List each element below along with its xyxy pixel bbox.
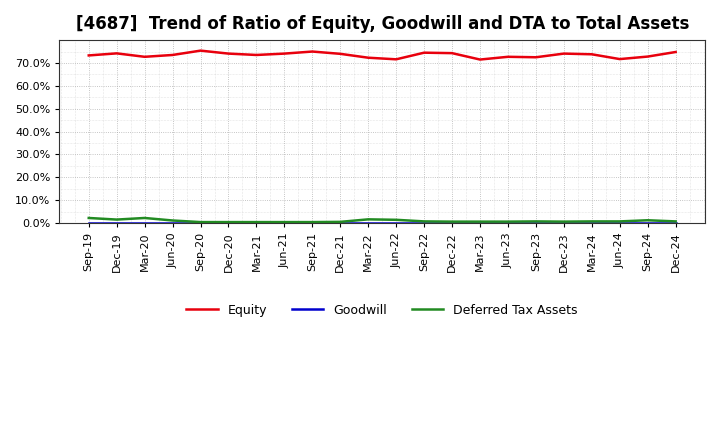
Goodwill: [448, 220, 456, 226]
Equity: [252, 52, 261, 58]
Equity: [616, 56, 624, 62]
Goodwill: [671, 220, 680, 226]
Deferred Tax Assets: [531, 219, 540, 224]
Goodwill: [168, 220, 177, 226]
Goodwill: [364, 220, 372, 226]
Goodwill: [616, 220, 624, 226]
Equity: [448, 51, 456, 56]
Equity: [112, 51, 121, 56]
Title: [4687]  Trend of Ratio of Equity, Goodwill and DTA to Total Assets: [4687] Trend of Ratio of Equity, Goodwil…: [76, 15, 689, 33]
Equity: [588, 51, 596, 57]
Deferred Tax Assets: [252, 220, 261, 225]
Line: Deferred Tax Assets: Deferred Tax Assets: [89, 218, 675, 222]
Deferred Tax Assets: [559, 219, 568, 224]
Equity: [531, 55, 540, 60]
Deferred Tax Assets: [644, 218, 652, 223]
Equity: [308, 49, 317, 54]
Legend: Equity, Goodwill, Deferred Tax Assets: Equity, Goodwill, Deferred Tax Assets: [181, 299, 583, 322]
Goodwill: [588, 220, 596, 226]
Deferred Tax Assets: [197, 220, 205, 225]
Deferred Tax Assets: [364, 217, 372, 222]
Goodwill: [559, 220, 568, 226]
Goodwill: [84, 220, 93, 226]
Goodwill: [140, 220, 149, 226]
Goodwill: [476, 220, 485, 226]
Equity: [364, 55, 372, 60]
Deferred Tax Assets: [448, 219, 456, 224]
Goodwill: [336, 220, 345, 226]
Deferred Tax Assets: [140, 215, 149, 220]
Deferred Tax Assets: [280, 220, 289, 225]
Goodwill: [644, 220, 652, 226]
Deferred Tax Assets: [504, 219, 513, 224]
Deferred Tax Assets: [392, 217, 400, 223]
Equity: [644, 54, 652, 59]
Deferred Tax Assets: [308, 220, 317, 225]
Deferred Tax Assets: [168, 218, 177, 223]
Equity: [224, 51, 233, 56]
Goodwill: [280, 220, 289, 226]
Deferred Tax Assets: [588, 219, 596, 224]
Equity: [168, 52, 177, 58]
Equity: [84, 53, 93, 58]
Deferred Tax Assets: [671, 219, 680, 224]
Equity: [559, 51, 568, 56]
Deferred Tax Assets: [476, 219, 485, 224]
Deferred Tax Assets: [336, 219, 345, 224]
Equity: [140, 54, 149, 59]
Goodwill: [252, 220, 261, 226]
Equity: [280, 51, 289, 56]
Goodwill: [112, 220, 121, 226]
Deferred Tax Assets: [616, 219, 624, 224]
Goodwill: [197, 220, 205, 226]
Deferred Tax Assets: [84, 215, 93, 220]
Equity: [392, 57, 400, 62]
Goodwill: [224, 220, 233, 226]
Goodwill: [531, 220, 540, 226]
Deferred Tax Assets: [420, 219, 428, 224]
Equity: [420, 50, 428, 55]
Goodwill: [308, 220, 317, 226]
Deferred Tax Assets: [224, 220, 233, 225]
Equity: [476, 57, 485, 62]
Line: Equity: Equity: [89, 51, 675, 59]
Goodwill: [392, 220, 400, 226]
Equity: [197, 48, 205, 53]
Equity: [336, 51, 345, 56]
Equity: [671, 49, 680, 55]
Goodwill: [504, 220, 513, 226]
Goodwill: [420, 220, 428, 226]
Deferred Tax Assets: [112, 217, 121, 222]
Equity: [504, 54, 513, 59]
